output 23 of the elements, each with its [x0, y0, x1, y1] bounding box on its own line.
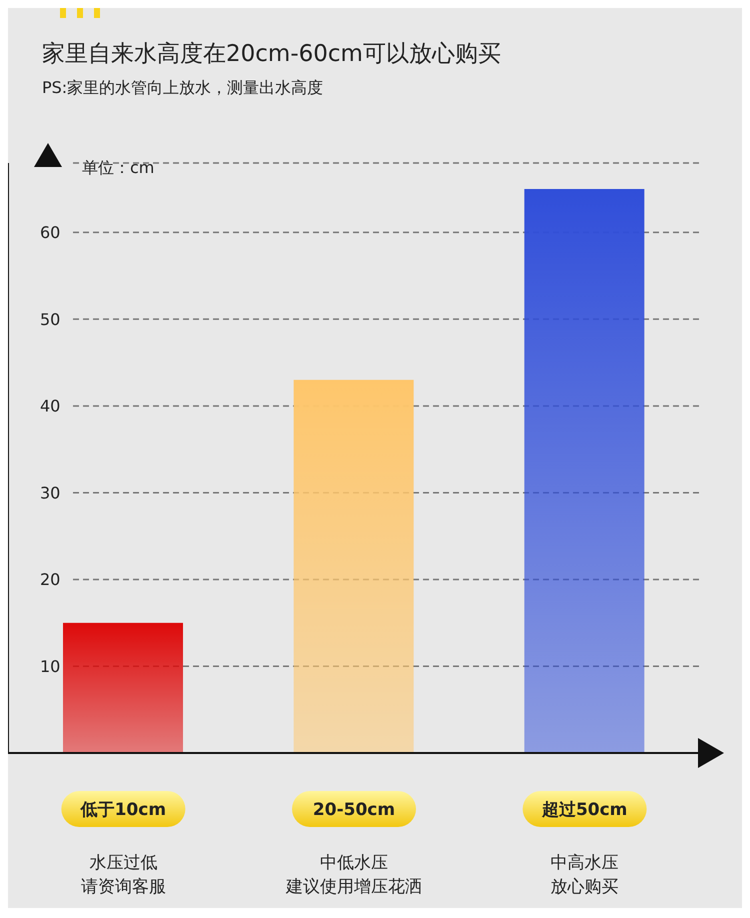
bar: [63, 622, 183, 753]
y-tick-label: 40: [40, 396, 60, 416]
text: 建议使用增压花洒: [285, 877, 422, 897]
x-tick-label: 超过50cm: [540, 800, 628, 820]
y-tick-label: 60: [40, 223, 60, 242]
y-tick-label: 30: [40, 483, 60, 502]
text: 放心购买: [550, 877, 619, 897]
y-tick-label: 50: [40, 310, 60, 329]
x-tick-label: 20-50cm: [312, 800, 396, 820]
chart-title: 家里自来水高度在20cm-60cm可以放心购买: [42, 40, 501, 69]
x-tick-label: 低于10cm: [80, 800, 166, 820]
text: 请资询客服: [80, 877, 166, 897]
chart-subtitle: PS:家里的水管向上放水，测量出水高度: [42, 78, 324, 99]
y-tick-label: 10: [40, 656, 60, 676]
text: 中低水压: [320, 853, 388, 873]
bar: [524, 189, 644, 753]
pill-label: 20-50cm: [292, 791, 416, 827]
bar: [294, 380, 414, 753]
text: 中高水压: [550, 853, 619, 873]
y-tick-label: 20: [40, 570, 60, 590]
pill-label: 低于10cm: [61, 791, 186, 827]
text: 水压过低: [89, 853, 158, 873]
pill-label: 超过50cm: [522, 791, 647, 827]
